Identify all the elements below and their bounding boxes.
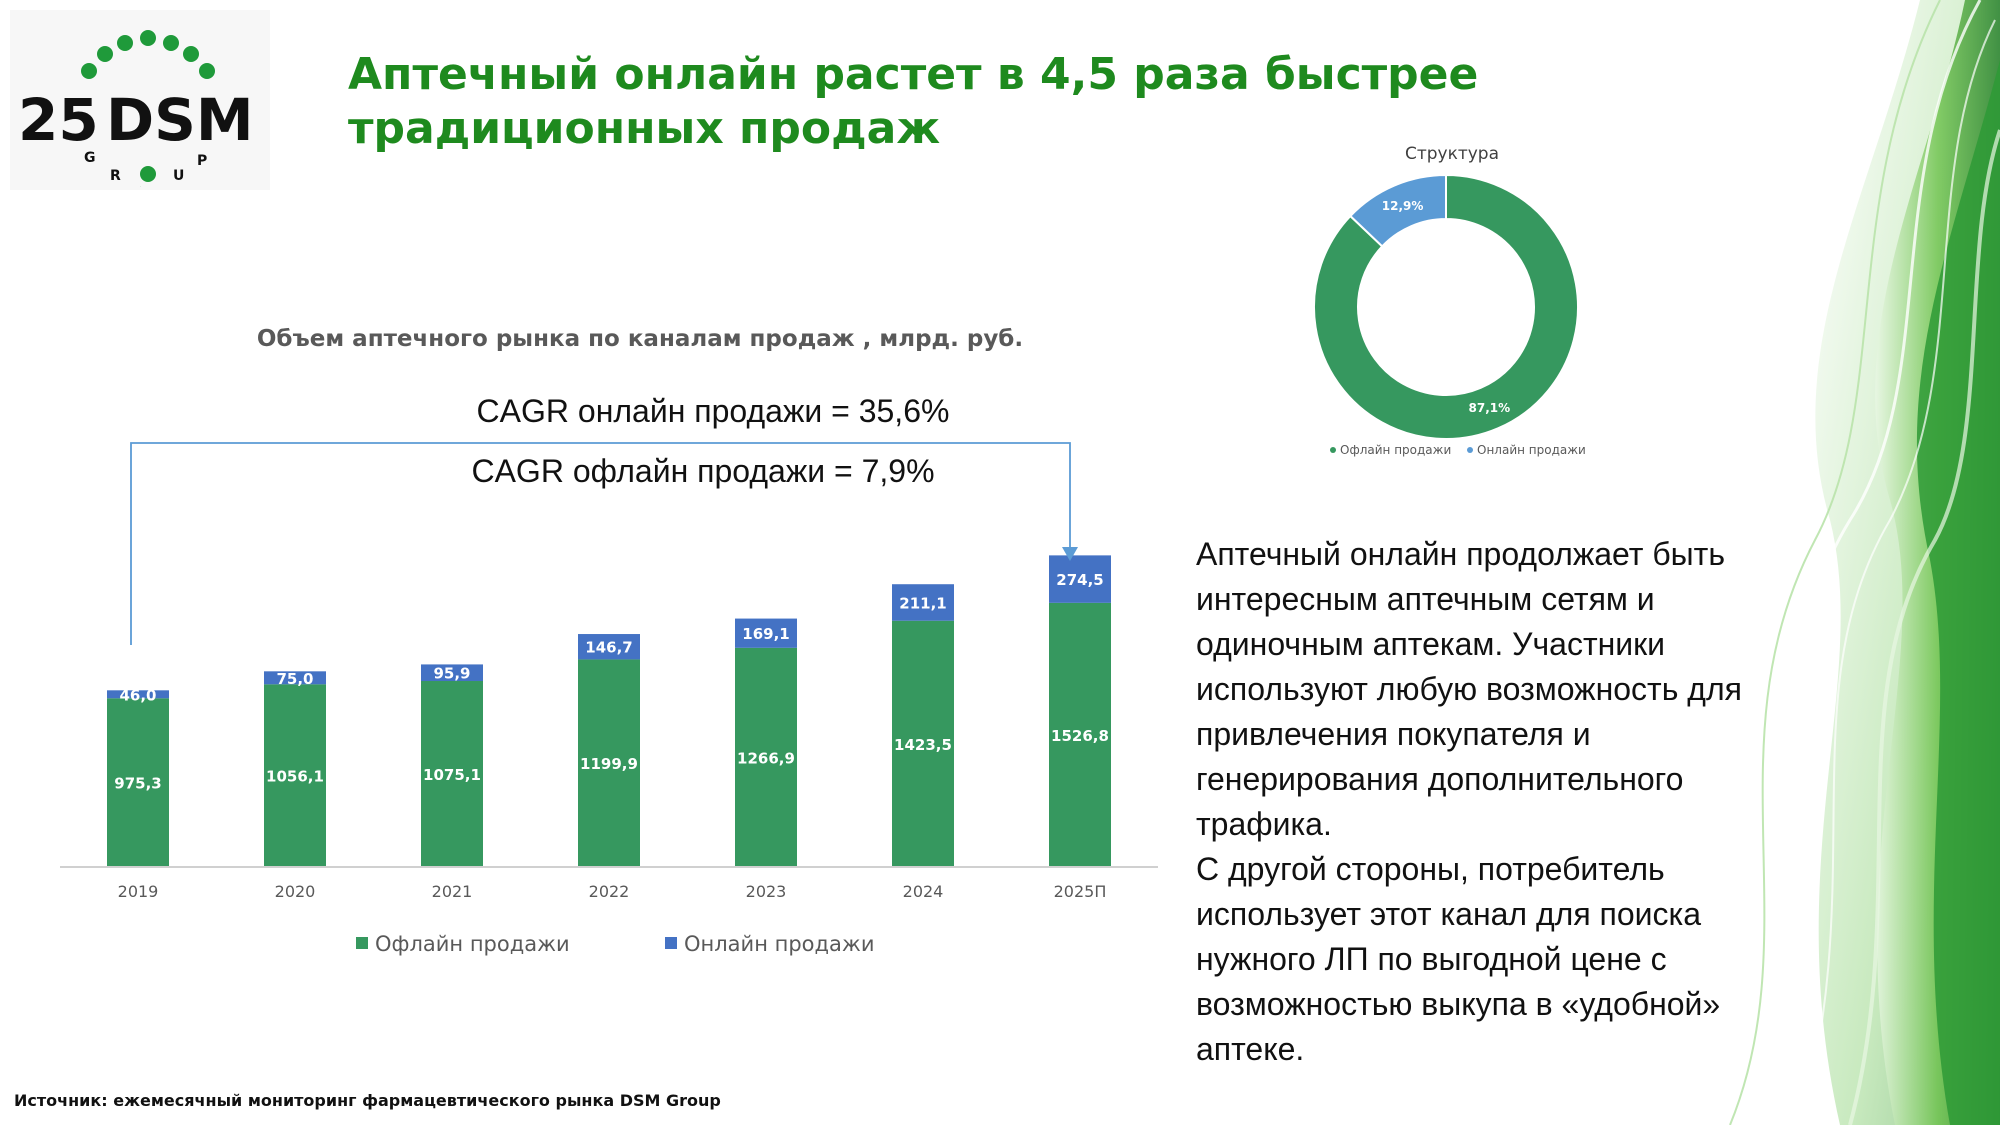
- logo-dots: [81, 30, 215, 182]
- bar-offline-2023: [735, 647, 797, 867]
- bar-online-2024: [892, 584, 954, 621]
- logo-sub-letter: U: [173, 168, 184, 184]
- logo: 25 DSM G R O U P: [10, 10, 270, 190]
- x-tick-label: 2019: [118, 882, 159, 901]
- donut-legend: Офлайн продажи Онлайн продажи: [1330, 443, 1586, 457]
- data-label-offline: 1075,1: [423, 766, 481, 784]
- data-label-offline: 1056,1: [266, 768, 324, 786]
- donut-data-label: 87,1%: [1469, 401, 1511, 415]
- body-paragraph-1: Аптечный онлайн продолжает быть интересн…: [1196, 536, 1742, 842]
- data-label-offline: 1526,8: [1051, 727, 1109, 745]
- data-label-online: 46,0: [119, 686, 156, 704]
- data-label-online: 274,5: [1056, 571, 1103, 589]
- x-tick-label: 2025П: [1054, 882, 1107, 901]
- donut-data-label: 12,9%: [1382, 199, 1424, 213]
- donut-legend-label-offline: Офлайн продажи: [1340, 443, 1451, 457]
- cagr-online: CAGR онлайн продажи = 35,6%: [476, 393, 950, 429]
- x-tick-label: 2022: [589, 882, 630, 901]
- legend-swatch-offline: [356, 937, 368, 949]
- page-title: Аптечный онлайн растет в 4,5 раза быстре…: [348, 48, 1498, 156]
- bar-online-2021: [421, 664, 483, 682]
- donut-legend-swatch-online: [1467, 447, 1473, 453]
- bar-offline-2020: [264, 684, 326, 867]
- body-text: Аптечный онлайн продолжает быть интересн…: [1196, 532, 1816, 1072]
- data-label-online: 211,1: [899, 594, 946, 612]
- donut-title: Структура: [1405, 144, 1499, 164]
- bar-online-2020: [264, 671, 326, 685]
- bar-offline-2022: [578, 659, 640, 867]
- x-tick-label: 2020: [275, 882, 316, 901]
- data-label-offline: 1266,9: [737, 749, 795, 767]
- bar-offline-2021: [421, 681, 483, 867]
- x-tick-label: 2021: [432, 882, 473, 901]
- cagr-offline: CAGR офлайн продажи = 7,9%: [471, 453, 935, 489]
- page-title-line-2: традиционных продаж: [348, 103, 941, 154]
- logo-sub-letter: P: [197, 153, 207, 169]
- logo-sub-letter: R: [110, 168, 121, 184]
- bar-offline-2024: [892, 620, 954, 867]
- donut-slice-online: [1348, 173, 1447, 248]
- logo-number: 25: [18, 86, 99, 154]
- legend-swatch-online: [665, 937, 677, 949]
- logo-sub-letter: O: [140, 186, 141, 188]
- bar-online-2022: [578, 634, 640, 660]
- decorative-ribbons: [1729, 0, 2000, 1125]
- bar-online-2025П: [1049, 555, 1111, 603]
- donut-slice-offline: [1313, 173, 1579, 440]
- data-label-online: 146,7: [585, 639, 632, 657]
- bar-online-2023: [735, 618, 797, 648]
- bar-offline-2025П: [1049, 602, 1111, 867]
- bar-chart: 975,3 46,0 2019 1056,1 75,0 2020 1075,1 95,9 202…: [60, 442, 1158, 956]
- x-tick-label: 2024: [903, 882, 944, 901]
- legend-label-online: Онлайн продажи: [684, 932, 874, 956]
- donut-legend-swatch-offline: [1330, 447, 1336, 453]
- data-label-online: 169,1: [742, 625, 789, 643]
- source-note: Источник: ежемесячный мониторинг фармаце…: [14, 1091, 721, 1110]
- data-label-online: 75,0: [276, 670, 313, 688]
- legend-label-offline: Офлайн продажи: [375, 932, 570, 956]
- data-label-offline: 975,3: [114, 775, 161, 793]
- data-label-offline: 1199,9: [580, 755, 638, 773]
- donut-chart: Структура 87,1% 12,9% Офлайн продажи Онла…: [1313, 144, 1586, 457]
- cagr-bracket-line: [130, 442, 1071, 645]
- logo-brand: DSM: [106, 86, 254, 154]
- donut-legend-label-online: Онлайн продажи: [1477, 443, 1586, 457]
- bar-offline-2019: [107, 698, 169, 867]
- logo-sub-letter: G: [84, 150, 96, 166]
- page-title-line-1: Аптечный онлайн растет в 4,5 раза быстре…: [348, 49, 1479, 100]
- data-label-online: 95,9: [433, 665, 470, 683]
- x-tick-label: 2023: [746, 882, 787, 901]
- bar-chart-title: Объем аптечного рынка по каналам продаж …: [256, 326, 1024, 352]
- bar-online-2019: [107, 690, 169, 699]
- data-label-offline: 1423,5: [894, 736, 952, 754]
- cagr-arrow-head: [1062, 547, 1078, 561]
- body-paragraph-2: С другой стороны, потребитель использует…: [1196, 851, 1721, 1067]
- bar-legend: Офлайн продажи Онлайн продажи: [356, 932, 874, 956]
